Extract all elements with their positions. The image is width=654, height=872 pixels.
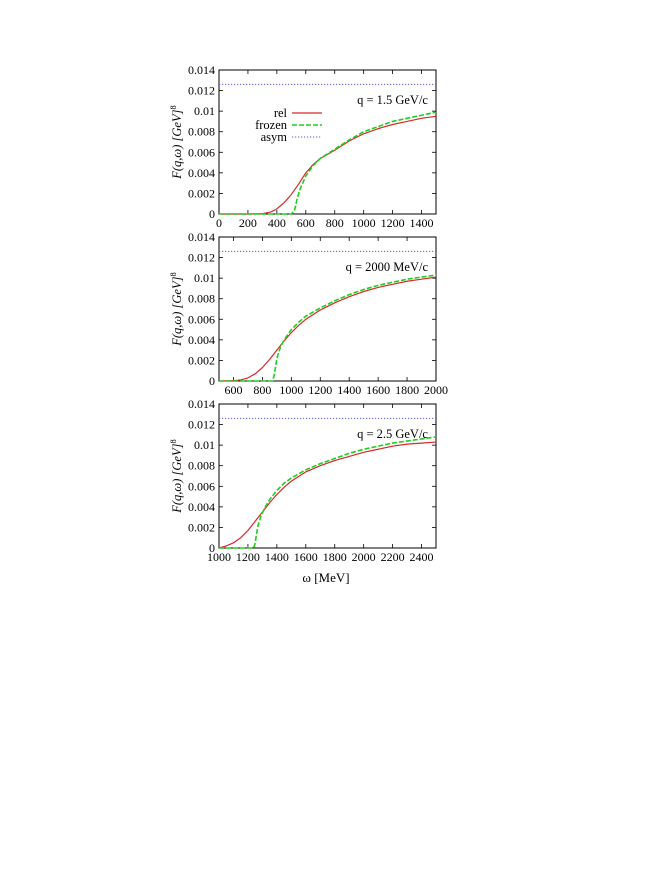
x-tick-label: 600 [297, 216, 315, 230]
y-tick-label: 0.004 [188, 166, 215, 180]
y-axis-label-text: F(q,ω) [GeV] [170, 109, 184, 179]
y-tick-label: 0.002 [188, 520, 215, 534]
y-tick-label: 0.006 [188, 479, 215, 493]
series-line-rel [219, 115, 437, 215]
y-axis-label-exponent: 8 [168, 105, 178, 109]
x-tick-label: 2200 [381, 550, 405, 564]
x-tick-label: 1200 [308, 383, 332, 397]
panel-annotation: q = 1.5 GeV/c [357, 93, 428, 107]
y-tick-label: 0.01 [194, 104, 215, 118]
y-axis-label: F(q,ω) [GeV]8 [168, 439, 184, 513]
x-axis-label: ω [MeV] [302, 570, 349, 585]
plot-frame [218, 403, 437, 549]
y-tick-label: 0 [209, 207, 215, 221]
y-tick-label: 0 [209, 541, 215, 555]
y-tick-label: 0.012 [188, 84, 215, 98]
x-tick-label: 0 [216, 216, 222, 230]
x-tick-label: 2400 [410, 550, 434, 564]
y-tick-label: 0.01 [194, 438, 215, 452]
x-tick-label: 800 [326, 216, 344, 230]
x-tick-label: 200 [239, 216, 257, 230]
series-line-frozen [219, 274, 437, 382]
y-tick-label: 0.008 [188, 459, 215, 473]
y-tick-label: 0.004 [188, 500, 215, 514]
series-line-frozen [219, 436, 437, 549]
y-tick-label: 0.008 [188, 125, 215, 139]
x-tick-label: 1200 [381, 216, 405, 230]
y-tick-label: 0.008 [188, 292, 215, 306]
y-axis-label: F(q,ω) [GeV]8 [168, 105, 184, 179]
x-tick-label: 1200 [236, 550, 260, 564]
y-tick-label: 0.006 [188, 145, 215, 159]
y-axis-label-text: F(q,ω) [GeV] [170, 443, 184, 513]
y-axis-label-text: F(q,ω) [GeV] [170, 276, 184, 346]
x-tick-label: 1600 [366, 383, 390, 397]
panel-q-1.5: 0 0.002 0.004 0.006 0.008 0.01 0.012 0.014 0 200 4… [168, 63, 437, 230]
y-tick-label: 0.006 [188, 312, 215, 326]
y-axis-label: F(q,ω) [GeV]8 [168, 272, 184, 346]
x-tick-label: 1000 [352, 216, 376, 230]
legend-label-asym: asym [261, 130, 288, 144]
y-tick-label: 0.012 [188, 251, 215, 265]
panel-annotation: q = 2000 MeV/c [346, 260, 429, 274]
legend-label-frozen: frozen [255, 118, 288, 132]
y-axis-label-exponent: 8 [168, 272, 178, 276]
series-line-rel [218, 276, 437, 382]
x-tick-label: 1400 [337, 383, 361, 397]
y-tick-label: 0.002 [188, 186, 215, 200]
plot-frame [218, 69, 437, 215]
x-tick-label: 2000 [424, 383, 448, 397]
x-tick-label: 1600 [294, 550, 318, 564]
y-tick-label: 0.004 [188, 333, 215, 347]
x-tick-label: 1000 [279, 383, 303, 397]
x-tick-label: 1800 [395, 383, 419, 397]
y-tick-label: 0 [209, 374, 215, 388]
x-tick-label: 1800 [323, 550, 347, 564]
x-tick-label: 800 [253, 383, 271, 397]
x-tick-label: 1000 [207, 550, 231, 564]
x-tick-label: 1400 [410, 216, 434, 230]
panel-q-2.5: 0 0.002 0.004 0.006 0.008 0.01 0.012 0.014 1000 1… [168, 397, 437, 564]
y-tick-label: 0.014 [188, 230, 215, 244]
y-tick-label: 0.012 [188, 418, 215, 432]
series-line-frozen [219, 111, 437, 215]
panel-q-2000: 0 0.002 0.004 0.006 0.008 0.01 0.012 0.014 600 80… [168, 230, 448, 397]
panel-annotation: q = 2.5 GeV/c [357, 427, 428, 441]
y-tick-label: 0.014 [188, 397, 215, 411]
y-axis-label-exponent: 8 [168, 439, 178, 443]
y-tick-label: 0.01 [194, 271, 215, 285]
y-tick-label: 0.002 [188, 353, 215, 367]
plot-frame [218, 236, 437, 382]
x-tick-label: 400 [268, 216, 286, 230]
y-tick-label: 0.014 [188, 63, 215, 77]
x-tick-label: 1400 [265, 550, 289, 564]
series-line-rel [218, 441, 437, 549]
x-tick-label: 2000 [352, 550, 376, 564]
x-tick-label: 600 [224, 383, 242, 397]
legend-label-rel: rel [274, 106, 288, 120]
